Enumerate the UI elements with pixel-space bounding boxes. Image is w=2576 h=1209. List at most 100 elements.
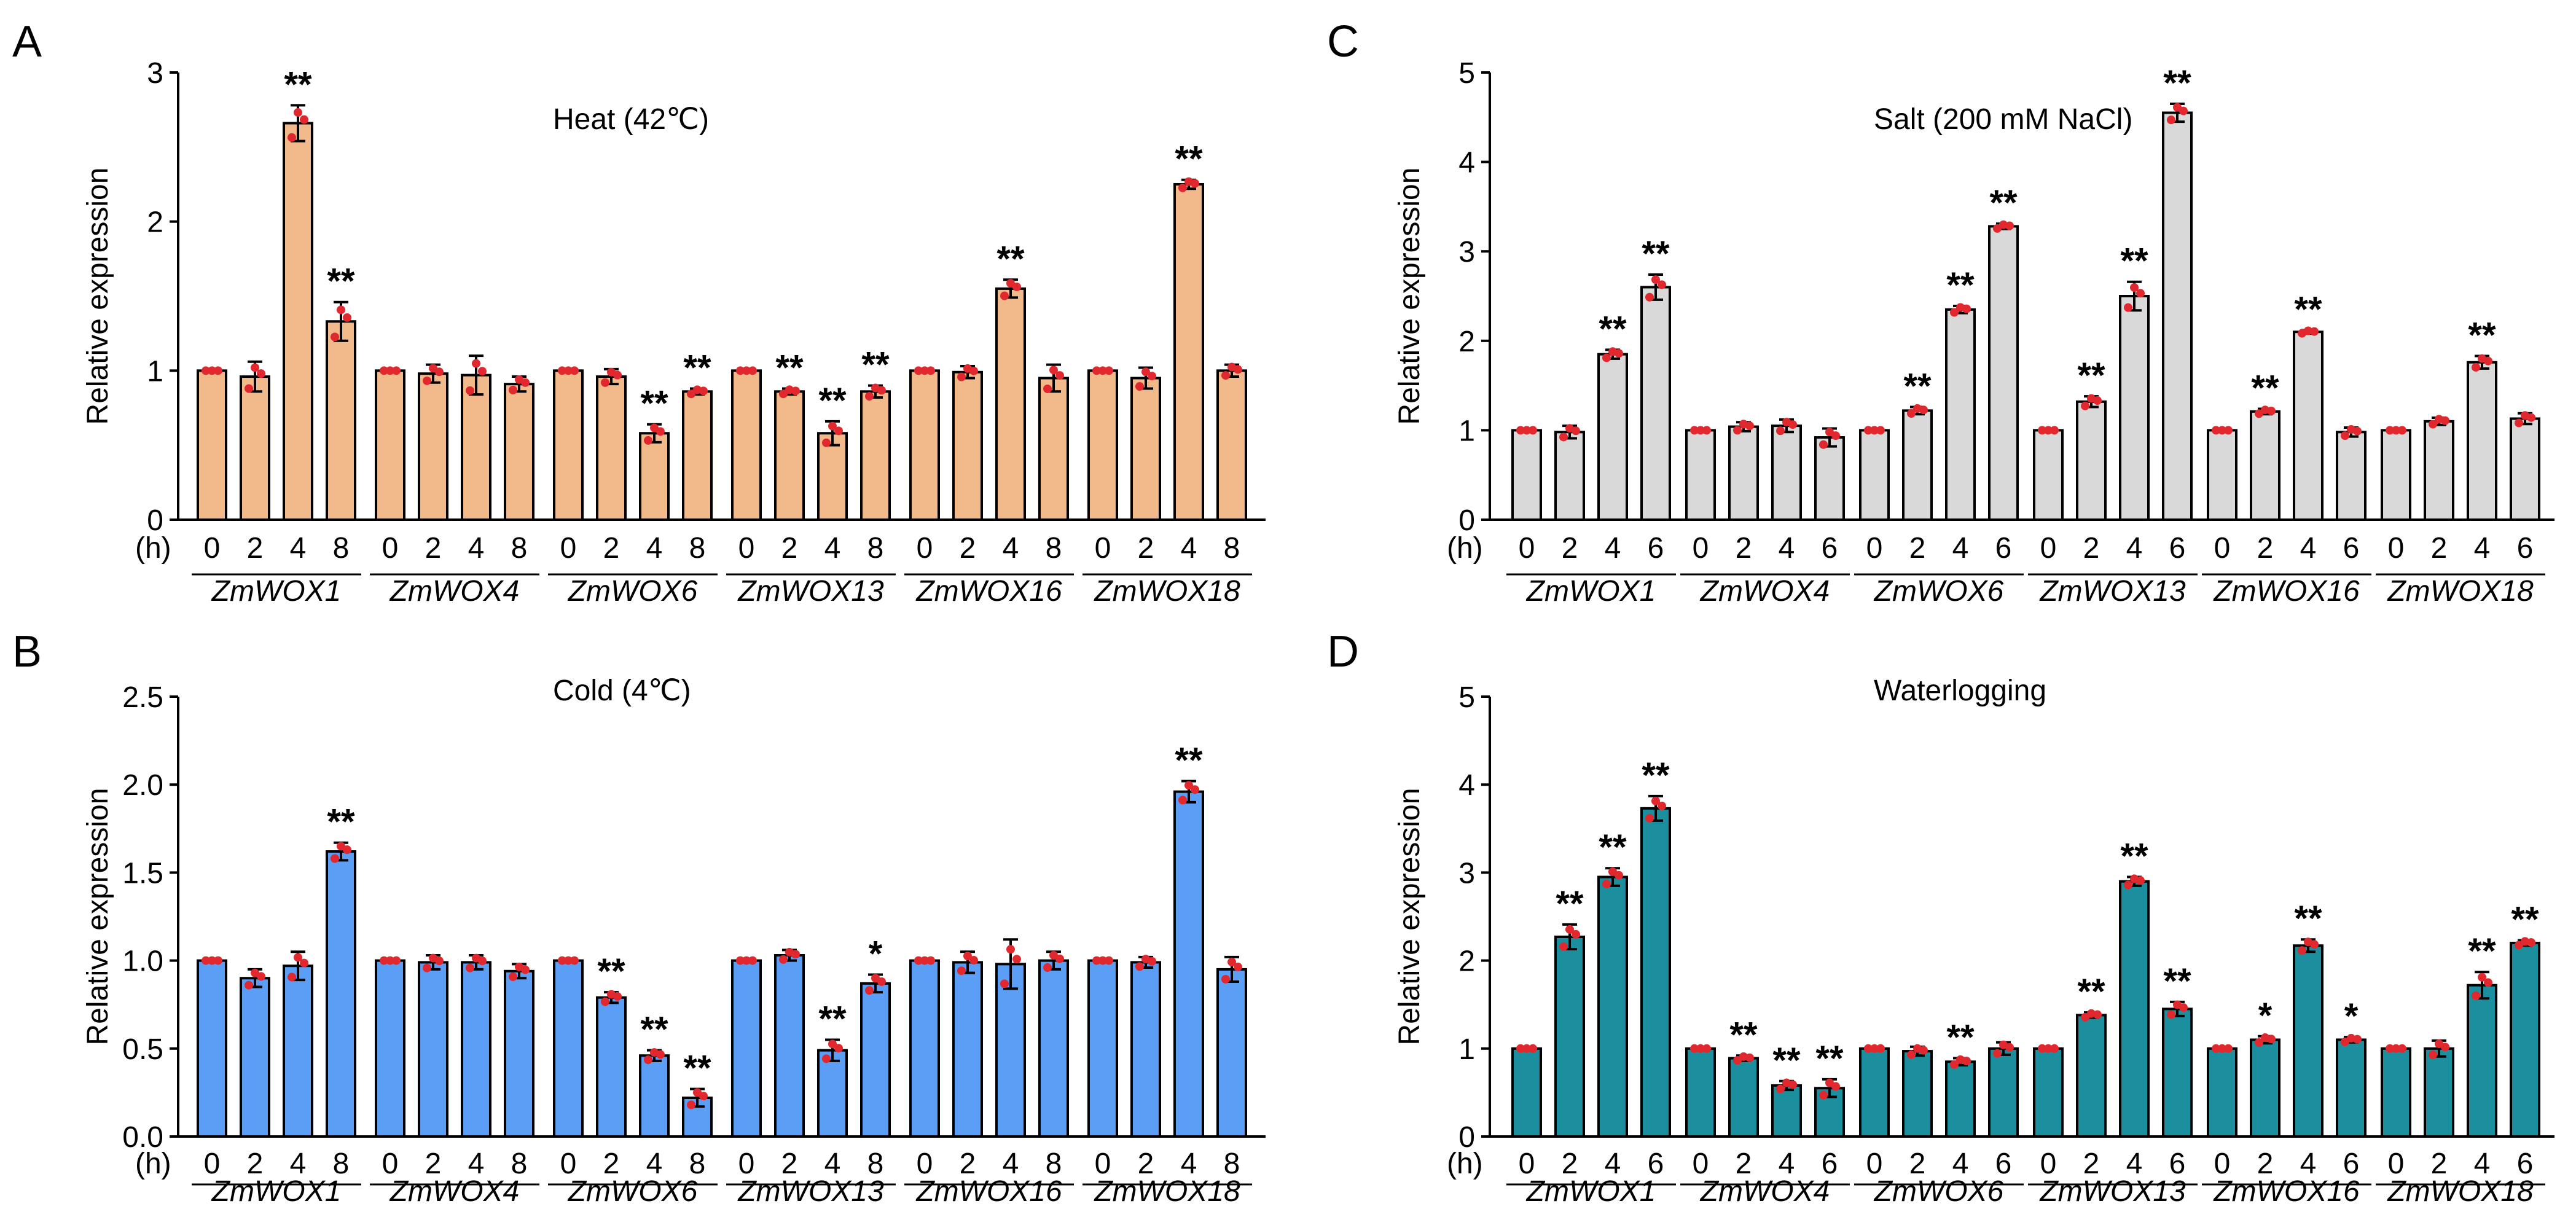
replicate-dot (294, 108, 302, 117)
gene-label: ZmWOX4 (1700, 1175, 1830, 1208)
gene-label: ZmWOX6 (568, 575, 698, 608)
significance-mark: ** (2468, 931, 2496, 971)
replicate-dot (570, 956, 579, 965)
bar (909, 369, 940, 521)
replicate-dot (2527, 413, 2535, 422)
x-tick-label: 4 (646, 1148, 663, 1180)
replicate-dot (2218, 426, 2226, 435)
x-tick-label: 8 (1224, 532, 1240, 565)
x-tick-label: 8 (1224, 1148, 1240, 1180)
replicate-dot (822, 1054, 831, 1063)
bar (1771, 425, 1802, 521)
significance-mark: ** (818, 999, 847, 1039)
gene-label: ZmWOX16 (915, 575, 1062, 608)
x-tick-label: 4 (468, 532, 485, 565)
x-tick-label: 0 (1095, 532, 1111, 565)
bar (240, 375, 270, 521)
replicate-dot (1559, 432, 1568, 442)
replicate-dot (1602, 353, 1611, 362)
x-unit-label: (h) (135, 1148, 171, 1180)
x-tick-label: 2 (960, 532, 976, 565)
replicate-dot (1148, 957, 1156, 966)
significance-mark: ** (1946, 265, 1975, 305)
replicate-dot (920, 366, 929, 375)
gene-label: ZmWOX4 (390, 1175, 520, 1208)
x-tick-label: 4 (646, 532, 663, 565)
replicate-dot (1776, 426, 1785, 436)
bar (326, 850, 356, 1138)
replicate-dot (920, 956, 929, 965)
replicate-dot (2130, 283, 2139, 292)
x-unit-label: (h) (1447, 1148, 1483, 1180)
replicate-dot (1615, 349, 1623, 358)
replicate-dot (2429, 420, 2437, 429)
replicate-dot (2093, 1010, 2102, 1019)
replicate-dot (748, 956, 757, 965)
replicate-dot (1745, 1053, 1754, 1062)
x-tick-label: 2 (2083, 532, 2100, 565)
replicate-dot (1788, 420, 1797, 429)
x-tick-label: 2 (2257, 1148, 2274, 1180)
replicate-dot (1962, 304, 1971, 313)
x-tick-label: 2 (2083, 1148, 2100, 1180)
replicate-dot (1516, 1044, 1525, 1053)
significance-mark: ** (1642, 234, 1670, 274)
replicate-dot (1733, 426, 1742, 435)
x-tick-label: 6 (2169, 1148, 2186, 1180)
replicate-dot (1876, 1044, 1885, 1053)
significance-mark: ** (1772, 1041, 1801, 1081)
significance-mark: ** (1815, 1039, 1844, 1079)
bar (1859, 429, 1890, 522)
replicate-dot (2081, 401, 2089, 410)
replicate-dot (2267, 406, 2276, 415)
replicate-dot (2441, 416, 2449, 425)
replicate-dot (214, 956, 222, 965)
bar (1554, 431, 1585, 522)
bar (1173, 183, 1204, 521)
significance-mark: ** (683, 1049, 711, 1089)
chart-panel-d: D 0 1 2 3 4 5 Relative expression Waterlogging (h… (1327, 627, 2554, 1208)
x-tick-label: 6 (1995, 1148, 2012, 1180)
bar (1988, 1047, 2019, 1138)
replicate-dot (2298, 946, 2306, 955)
replicate-dot (1043, 384, 1052, 393)
y-tick-label: 2 (1458, 326, 1475, 358)
replicate-dot (1907, 409, 1916, 418)
bar (2076, 400, 2107, 521)
x-tick-label: 0 (1866, 532, 1883, 565)
replicate-dot (601, 378, 609, 387)
replicate-dot (834, 1044, 843, 1053)
x-tick-label: 4 (1003, 532, 1019, 565)
x-tick-label: 8 (333, 532, 350, 565)
bar (2207, 429, 2237, 522)
x-tick-label: 0 (738, 1148, 755, 1180)
bar (1859, 1047, 1890, 1138)
gene-label: ZmWOX18 (1094, 575, 1240, 608)
bar (2336, 431, 2367, 522)
bar (504, 383, 534, 521)
replicate-dot (1522, 1044, 1531, 1053)
replicate-dot (1529, 1044, 1537, 1053)
replicate-dot (1702, 1044, 1711, 1053)
replicate-dot (2044, 426, 2053, 435)
x-tick-label: 6 (2169, 532, 2186, 565)
replicate-dot (1658, 801, 1666, 810)
replicate-dot (245, 980, 253, 990)
replicate-dot (1178, 796, 1187, 805)
x-tick-label: 0 (2214, 532, 2231, 565)
bar (2250, 410, 2280, 521)
replicate-dot (1870, 1044, 1879, 1053)
replicate-dot (1135, 382, 1144, 391)
replicate-dot (687, 389, 695, 399)
bar (418, 372, 448, 521)
replicate-dot (337, 305, 345, 315)
replicate-dot (2044, 1044, 2053, 1053)
bar (909, 959, 940, 1138)
replicate-dot (288, 972, 296, 982)
bar (1038, 377, 1069, 522)
x-tick-label: 2 (1562, 532, 1578, 565)
replicate-dot (1645, 292, 1654, 302)
replicate-dot (2255, 1038, 2263, 1047)
x-tick-label: 2 (247, 532, 264, 565)
